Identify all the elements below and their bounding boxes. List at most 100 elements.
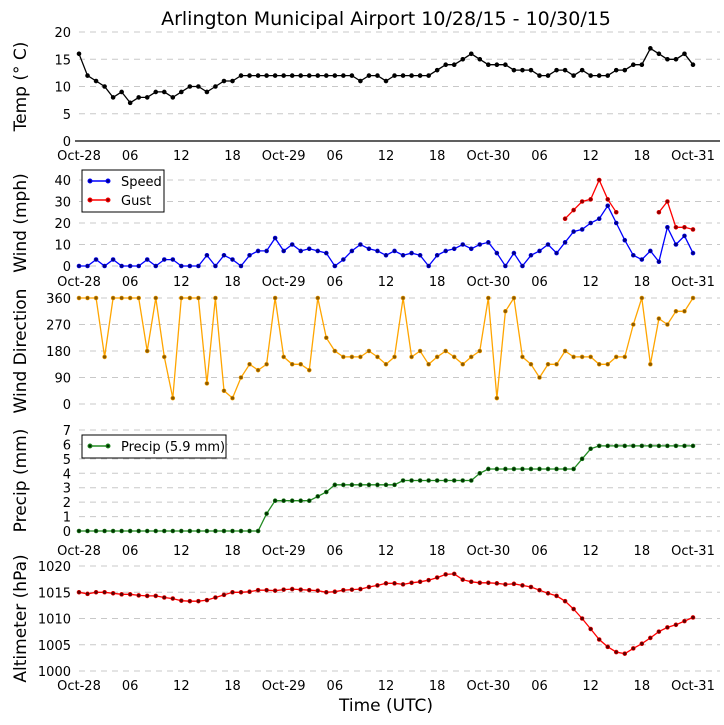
x-tick-label: 06 bbox=[122, 544, 139, 559]
data-point bbox=[562, 466, 568, 472]
data-point bbox=[400, 295, 406, 301]
data-point bbox=[639, 443, 645, 449]
x-tick-label: Oct-31 bbox=[671, 679, 715, 694]
x-tick-label: 06 bbox=[122, 275, 139, 290]
data-point bbox=[682, 51, 687, 57]
data-point bbox=[341, 482, 346, 488]
data-point bbox=[443, 62, 448, 67]
x-tick-label: 12 bbox=[582, 544, 599, 559]
y-tick-label: 1 bbox=[63, 511, 71, 526]
data-point bbox=[127, 592, 133, 597]
data-point bbox=[648, 443, 653, 449]
y-tick-label: 0 bbox=[63, 525, 71, 540]
data-point bbox=[170, 395, 176, 401]
data-point bbox=[298, 587, 304, 592]
data-point bbox=[204, 381, 210, 386]
data-point bbox=[238, 263, 244, 269]
data-point bbox=[238, 528, 244, 534]
data-point bbox=[417, 478, 423, 483]
data-point bbox=[85, 295, 90, 301]
x-tick-label: 18 bbox=[429, 679, 446, 694]
data-point bbox=[281, 498, 286, 504]
data-point bbox=[486, 295, 491, 301]
data-point bbox=[426, 361, 431, 367]
data-point bbox=[588, 626, 593, 632]
data-point bbox=[426, 577, 431, 583]
panel-altimeter: 1000 1005 1010 1015 1020 Altimeter (hPa) Oct-2… bbox=[11, 554, 720, 694]
data-point bbox=[383, 361, 389, 367]
data-point bbox=[238, 589, 244, 595]
data-point bbox=[477, 470, 483, 476]
data-point bbox=[400, 478, 406, 483]
data-point bbox=[613, 220, 619, 226]
data-point bbox=[656, 316, 662, 321]
data-point bbox=[187, 84, 193, 89]
data-point bbox=[221, 78, 227, 84]
data-point bbox=[161, 257, 167, 262]
data-point bbox=[622, 354, 628, 360]
x-tick-label: 12 bbox=[378, 544, 395, 559]
y-tick-label: 7 bbox=[63, 424, 71, 439]
legend-label: Speed bbox=[121, 175, 162, 190]
data-point bbox=[85, 528, 90, 534]
data-point bbox=[255, 587, 261, 593]
data-point bbox=[528, 252, 534, 258]
data-point bbox=[682, 618, 687, 624]
legend-box bbox=[81, 169, 165, 213]
data-point bbox=[486, 466, 491, 472]
data-point bbox=[144, 528, 150, 534]
data-point bbox=[596, 637, 602, 642]
data-point bbox=[179, 89, 184, 95]
data-point bbox=[443, 348, 448, 354]
data-point bbox=[460, 56, 466, 62]
data-point bbox=[247, 252, 252, 258]
data-point bbox=[468, 354, 474, 360]
data-point bbox=[503, 308, 508, 314]
data-point bbox=[682, 225, 687, 230]
data-point bbox=[247, 73, 252, 78]
data-point bbox=[289, 586, 295, 592]
data-point bbox=[247, 528, 252, 534]
data-point bbox=[400, 252, 406, 258]
y-tick-label: 5 bbox=[63, 453, 71, 468]
data-point bbox=[204, 528, 210, 534]
data-point bbox=[631, 443, 636, 449]
data-point bbox=[341, 354, 346, 360]
data-point bbox=[511, 250, 517, 256]
y-tick-label: 90 bbox=[54, 372, 71, 387]
data-point bbox=[153, 528, 159, 534]
data-point bbox=[306, 367, 312, 373]
data-point bbox=[631, 322, 636, 327]
x-tick-label: Oct-31 bbox=[671, 544, 715, 559]
data-point bbox=[127, 528, 133, 534]
panel-wind: 0 10 20 30 40 Wind (mph) Oct-28 06 12 18 Oct-29 06 1… bbox=[11, 169, 720, 290]
data-point bbox=[494, 250, 500, 256]
data-point bbox=[562, 598, 568, 604]
data-point bbox=[520, 67, 525, 73]
data-point bbox=[383, 581, 389, 586]
data-point bbox=[605, 361, 611, 367]
data-point bbox=[409, 250, 414, 256]
x-tick-label: 12 bbox=[173, 544, 190, 559]
y-tick-label: 0 bbox=[63, 260, 71, 275]
x-tick-label: 12 bbox=[582, 679, 599, 694]
data-point bbox=[127, 295, 133, 301]
data-point bbox=[93, 528, 99, 534]
data-point bbox=[93, 78, 99, 84]
data-point bbox=[324, 250, 329, 256]
data-point bbox=[110, 257, 116, 262]
data-point bbox=[511, 295, 517, 301]
data-point bbox=[306, 498, 312, 504]
data-point bbox=[409, 478, 414, 483]
data-point bbox=[264, 361, 269, 367]
data-point bbox=[426, 73, 431, 78]
data-point bbox=[102, 528, 107, 534]
data-point bbox=[554, 466, 559, 472]
data-point bbox=[486, 580, 491, 586]
data-point bbox=[656, 629, 662, 634]
data-point bbox=[571, 229, 576, 234]
x-tick-label: 12 bbox=[378, 275, 395, 290]
data-point bbox=[255, 73, 261, 78]
data-point bbox=[93, 257, 99, 262]
data-point bbox=[545, 73, 551, 78]
